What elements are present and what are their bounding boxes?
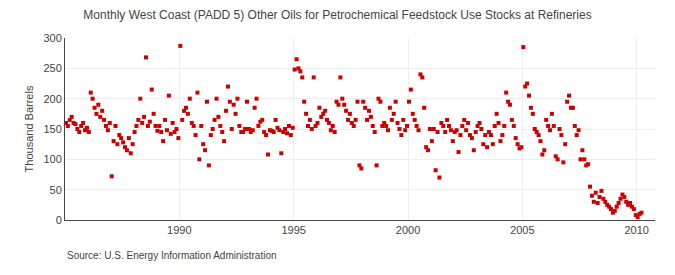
svg-text:2000: 2000 [396, 224, 420, 236]
svg-text:Source: U.S. Energy Informatio: Source: U.S. Energy Information Administ… [67, 250, 277, 261]
svg-text:2005: 2005 [510, 224, 534, 236]
svg-text:50: 50 [50, 184, 62, 196]
svg-text:1990: 1990 [167, 224, 191, 236]
svg-text:250: 250 [43, 62, 61, 74]
svg-text:200: 200 [43, 93, 61, 105]
svg-text:0: 0 [56, 214, 62, 226]
svg-text:150: 150 [43, 123, 61, 135]
svg-text:300: 300 [43, 32, 61, 44]
svg-text:Monthly West Coast (PADD 5) Ot: Monthly West Coast (PADD 5) Other Oils f… [83, 8, 591, 22]
svg-text:100: 100 [43, 153, 61, 165]
svg-text:1995: 1995 [281, 224, 305, 236]
svg-text:2010: 2010 [624, 224, 648, 236]
svg-text:Thousand Barrels: Thousand Barrels [23, 85, 35, 172]
